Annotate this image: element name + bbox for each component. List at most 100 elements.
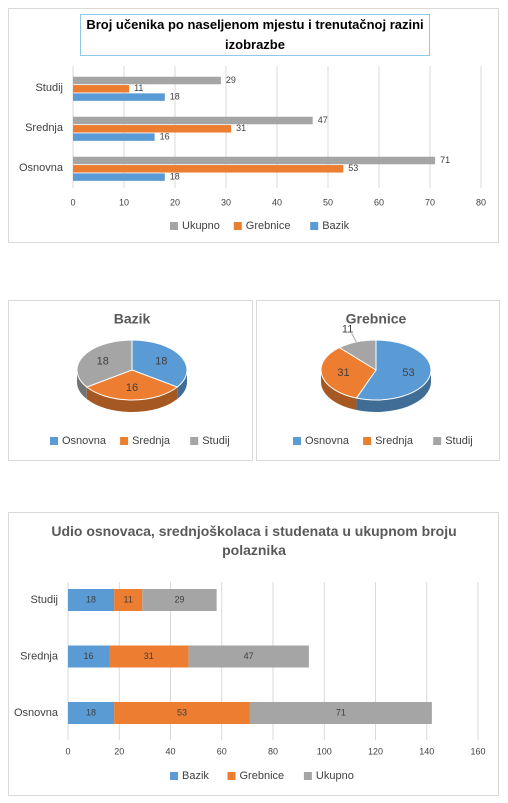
- legend-swatch: [120, 437, 129, 445]
- chart-title: Broj učenika po naseljenom mjestu i tren…: [80, 14, 430, 56]
- data-label: 53: [348, 163, 358, 173]
- bar-segment: [68, 645, 109, 668]
- legend-label: Srednja: [132, 435, 171, 447]
- legend-swatch: [310, 222, 319, 230]
- legend-swatch: [233, 222, 242, 230]
- data-label: 18: [170, 171, 180, 181]
- pie-slice: [338, 339, 377, 371]
- y-tick-label: Osnovna: [19, 162, 64, 174]
- bar-segment: [68, 589, 115, 611]
- x-tick-label: 0: [65, 746, 70, 756]
- data-label: 18: [86, 594, 96, 604]
- x-tick-label: 160: [470, 746, 485, 756]
- legend-label: Osnovna: [62, 435, 107, 447]
- data-label: 29: [226, 75, 236, 85]
- pie-side: [77, 370, 87, 400]
- bar: [73, 125, 232, 133]
- pie-slice: [355, 339, 432, 401]
- x-tick-label: 140: [419, 746, 434, 756]
- x-tick-label: 120: [368, 746, 383, 756]
- bar: [73, 93, 165, 101]
- x-tick-label: 20: [114, 746, 124, 756]
- bar-segment: [188, 645, 309, 668]
- data-label: 16: [160, 131, 170, 141]
- bar-segment: [114, 702, 250, 724]
- pie-slice: [320, 347, 377, 399]
- legend-swatch: [303, 772, 312, 780]
- legend-swatch: [170, 222, 178, 230]
- pie-side: [177, 370, 187, 400]
- legend-label: Studij: [202, 435, 230, 447]
- data-label: 11: [124, 594, 133, 604]
- x-tick-label: 70: [425, 197, 435, 207]
- x-tick-label: 40: [165, 746, 175, 756]
- data-label: 18: [155, 356, 167, 368]
- data-label: 11: [134, 83, 143, 93]
- x-tick-label: 80: [268, 746, 278, 756]
- data-label: 29: [174, 594, 184, 604]
- data-label: 31: [337, 367, 349, 379]
- data-label: 71: [440, 155, 450, 165]
- x-tick-label: 50: [323, 197, 333, 207]
- x-tick-label: 40: [272, 197, 282, 207]
- bar-segment: [114, 589, 143, 611]
- legend-label: Studij: [445, 435, 473, 447]
- pie-slice: [131, 339, 188, 388]
- bar: [73, 133, 155, 141]
- legend-swatch: [363, 437, 372, 445]
- bar-segment: [249, 702, 432, 724]
- bar: [73, 165, 344, 173]
- legend-label: Ukupno: [182, 220, 220, 232]
- bar: [73, 116, 313, 125]
- data-label: 47: [318, 115, 328, 125]
- legend-swatch: [433, 437, 442, 445]
- data-label: 53: [402, 367, 414, 379]
- legend-label: Grebnice: [240, 770, 285, 782]
- legend-label: Srednja: [375, 435, 414, 447]
- bar: [73, 173, 165, 181]
- chart-title: Grebnice: [346, 311, 407, 327]
- data-label: 18: [97, 356, 109, 368]
- x-tick-label: 100: [317, 746, 332, 756]
- y-tick-label: Studij: [35, 82, 63, 94]
- data-label: 18: [170, 91, 180, 101]
- legend-label: Bazik: [182, 770, 209, 782]
- y-tick-label: Srednja: [20, 650, 59, 662]
- data-label: 16: [126, 382, 138, 394]
- bar: [73, 156, 436, 165]
- legend-swatch: [293, 437, 301, 445]
- data-label: 71: [336, 707, 346, 717]
- x-tick-label: 20: [170, 197, 180, 207]
- bar-segment: [109, 645, 189, 668]
- pie-side: [356, 370, 431, 412]
- data-label: 31: [144, 651, 154, 661]
- bar: [73, 76, 221, 85]
- legend-label: Ukupno: [316, 770, 354, 782]
- legend-label: Grebnice: [246, 220, 291, 232]
- x-tick-label: 0: [70, 197, 75, 207]
- data-label: 47: [244, 651, 254, 661]
- x-tick-label: 60: [374, 197, 384, 207]
- leader-line: [351, 333, 357, 343]
- legend-swatch: [170, 772, 178, 780]
- chart-title: Bazik: [114, 311, 151, 327]
- x-tick-label: 30: [221, 197, 231, 207]
- legend-label: Osnovna: [305, 435, 350, 447]
- data-label: 16: [83, 651, 93, 661]
- bar: [73, 85, 130, 93]
- bar-segment: [68, 702, 115, 724]
- data-label: 18: [86, 707, 96, 717]
- x-tick-label: 10: [119, 197, 129, 207]
- legend-label: Bazik: [322, 220, 349, 232]
- legend-swatch: [227, 772, 236, 780]
- chart-title: Udio osnovaca, srednjoškolaca i studenat…: [51, 523, 457, 558]
- pie-slice: [85, 369, 179, 401]
- y-tick-label: Osnovna: [14, 707, 59, 719]
- x-tick-label: 80: [476, 197, 486, 207]
- y-tick-label: Studij: [30, 594, 58, 606]
- pie-side: [321, 370, 357, 411]
- data-label: 11: [342, 323, 353, 335]
- bar-segment: [142, 589, 217, 611]
